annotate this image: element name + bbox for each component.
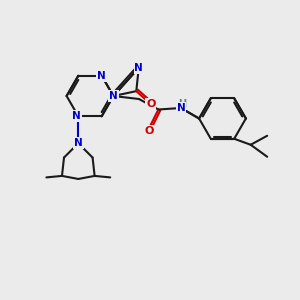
Text: O: O bbox=[145, 125, 154, 136]
Text: N: N bbox=[74, 138, 83, 148]
Text: N: N bbox=[109, 91, 118, 101]
Text: N: N bbox=[72, 111, 81, 121]
Text: O: O bbox=[146, 99, 155, 109]
Text: N: N bbox=[134, 63, 143, 73]
Text: H: H bbox=[178, 99, 187, 110]
Text: N: N bbox=[176, 103, 185, 113]
Text: N: N bbox=[97, 71, 106, 81]
